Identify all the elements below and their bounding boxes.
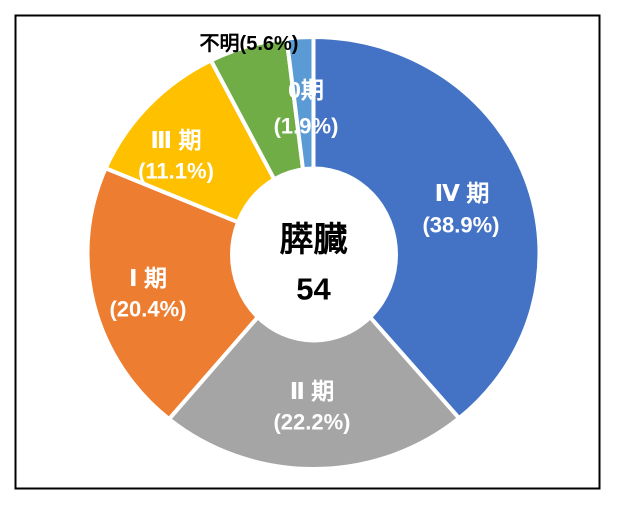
slice-label-unknown: 不明(5.6%) bbox=[200, 32, 299, 55]
pie-slice-stage4 bbox=[311, 35, 542, 421]
slice-pct-stage3: (11.1%) bbox=[138, 159, 214, 184]
center-label-value: 54 bbox=[296, 272, 331, 307]
slice-label-stage3: Ⅲ 期 bbox=[150, 127, 201, 153]
slice-pct-stage2: (22.2%) bbox=[273, 410, 350, 435]
center-label-title: 膵臓 bbox=[280, 221, 348, 259]
donut-hole bbox=[230, 166, 398, 343]
slice-label-stage1: Ⅰ 期 bbox=[129, 265, 167, 291]
slice-labels: Ⅳ 期 (38.9%) Ⅱ 期 (22.2%) Ⅰ 期 (20.4%) Ⅲ 期 (11.1%)… bbox=[109, 32, 499, 435]
slice-label-stage4: Ⅳ 期 bbox=[435, 180, 490, 206]
center-label: 膵臓 54 bbox=[280, 221, 348, 307]
slice-label-stage2: Ⅱ 期 bbox=[290, 378, 335, 404]
slice-pct-stage4: (38.9%) bbox=[422, 213, 499, 238]
pie-slice-stage2 bbox=[167, 251, 462, 471]
slice-label-stage0: 0期 bbox=[288, 77, 324, 103]
slice-pct-stage0: (1.9%) bbox=[274, 114, 339, 139]
slice-pct-stage1: (20.4%) bbox=[109, 297, 186, 322]
chart-border bbox=[14, 14, 601, 490]
